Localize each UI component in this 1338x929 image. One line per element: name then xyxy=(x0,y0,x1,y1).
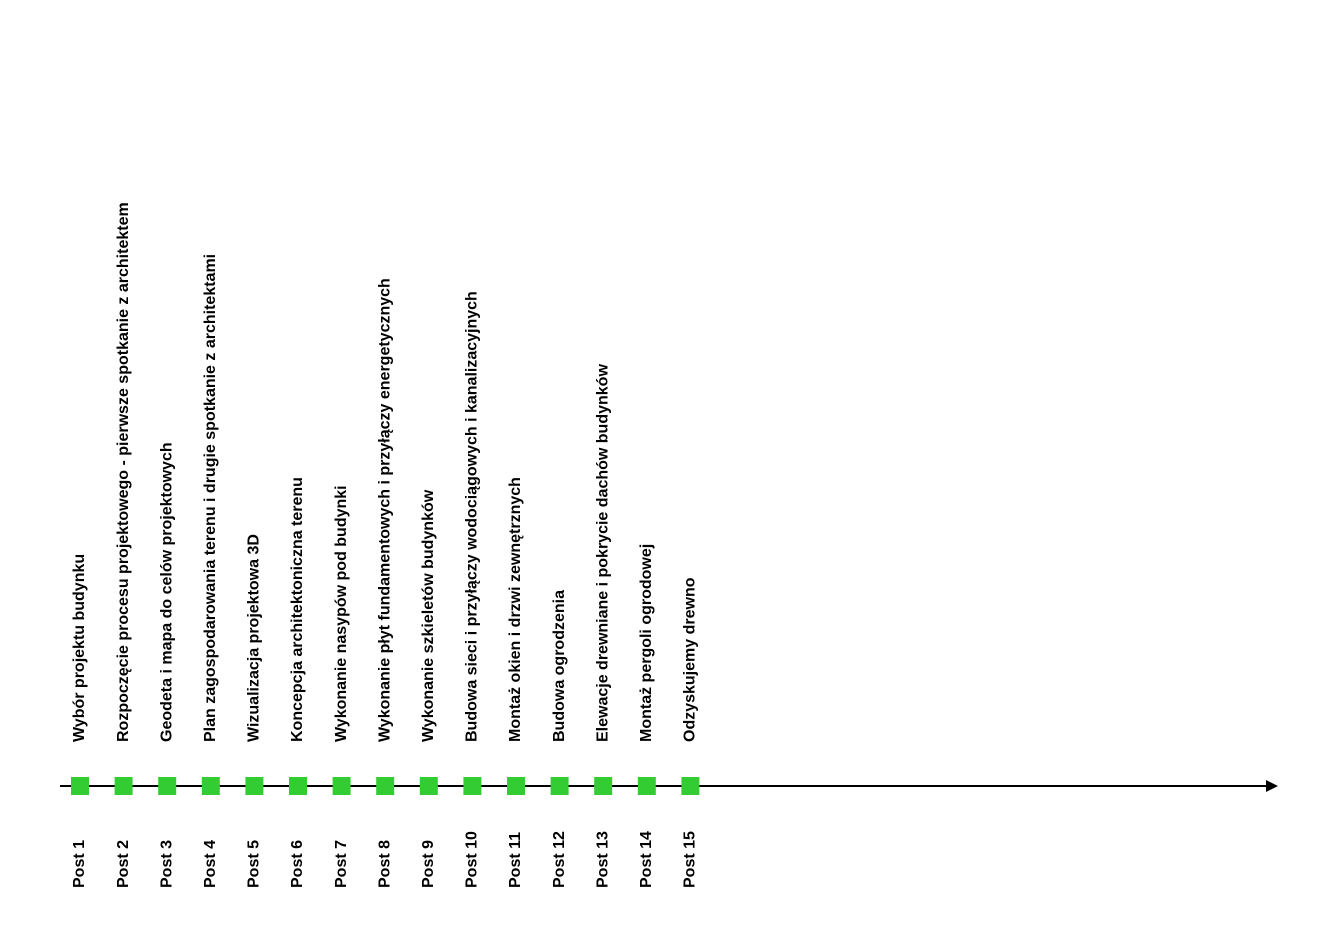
milestone-label: Odzyskujemy drewno xyxy=(682,577,699,742)
milestone-marker xyxy=(201,777,220,795)
axis-arrow xyxy=(1266,780,1278,792)
milestone-label: Rozpoczęcie procesu projektowego - pierw… xyxy=(115,202,132,742)
milestone-marker xyxy=(419,777,438,795)
milestone-marker xyxy=(637,777,656,795)
post-label: Post 13 xyxy=(594,831,611,888)
post-label: Post 14 xyxy=(638,831,655,888)
milestone-label: Budowa sieci i przyłączy wodociągowych i… xyxy=(464,291,481,742)
milestone-label: Wizualizacja projektowa 3D xyxy=(246,534,263,742)
milestone-label: Geodeta i mapa do celów projektowych xyxy=(158,442,175,742)
post-label: Post 9 xyxy=(420,840,437,888)
milestone-marker xyxy=(550,777,569,795)
milestone-marker xyxy=(594,777,613,795)
post-label: Post 11 xyxy=(507,832,524,888)
milestone-label: Koncepcja architektoniczna terenu xyxy=(289,477,306,742)
post-label: Post 12 xyxy=(551,831,568,888)
milestone-marker xyxy=(71,777,89,795)
post-label: Post 10 xyxy=(464,831,481,888)
milestone-label: Wykonanie nasypów pod budynki xyxy=(333,485,350,742)
post-label: Post 15 xyxy=(682,831,699,888)
milestone-label: Wybór projektu budynku xyxy=(71,554,88,742)
post-label: Post 1 xyxy=(71,840,88,888)
post-label: Post 5 xyxy=(246,840,263,888)
post-label: Post 7 xyxy=(333,840,350,888)
milestone-label: Elewacje drewniane i pokrycie dachów bud… xyxy=(594,364,611,742)
milestone-marker xyxy=(332,777,351,795)
post-label: Post 4 xyxy=(202,840,219,888)
milestone-marker xyxy=(114,777,133,795)
post-label: Post 8 xyxy=(376,840,393,888)
milestone-marker xyxy=(376,777,395,795)
milestone-label: Wykonanie płyt fundamentowych i przyłącz… xyxy=(376,278,393,742)
milestone-label: Budowa ogrodzenia xyxy=(551,590,568,742)
milestone-label: Wykonanie szkieletów budynków xyxy=(420,489,437,742)
milestone-marker xyxy=(245,777,264,795)
milestone-marker xyxy=(681,777,700,795)
milestone-marker xyxy=(507,777,525,795)
post-label: Post 6 xyxy=(289,840,306,888)
post-label: Post 3 xyxy=(158,840,175,888)
milestone-marker xyxy=(158,777,177,795)
milestone-marker xyxy=(289,777,307,795)
milestone-label: Montaż okien i drzwi zewnętrznych xyxy=(507,477,524,742)
milestone-label: Plan zagospodarowania terenu i drugie sp… xyxy=(202,254,219,742)
milestone-label: Montaż pergoli ogrodowej xyxy=(638,544,655,742)
post-label: Post 2 xyxy=(115,840,132,888)
milestone-marker xyxy=(463,777,482,795)
